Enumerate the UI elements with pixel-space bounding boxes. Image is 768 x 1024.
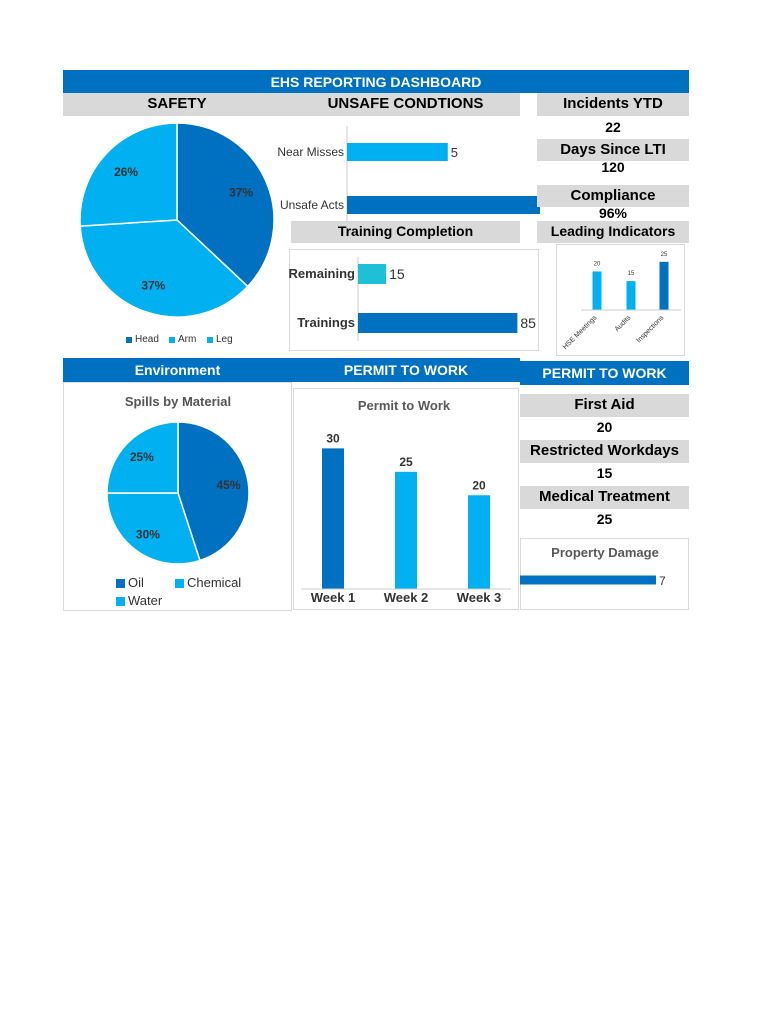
pie-label-leg: 26%	[114, 165, 138, 179]
training-chart-box	[289, 249, 539, 351]
category-label-week-2: Week 2	[384, 590, 429, 605]
restricted-workdays-header: Restricted Workdays	[520, 440, 689, 463]
data-label-week-1: 30	[326, 431, 340, 445]
pie-slice-leg	[79, 122, 178, 227]
data-label-week-2: 25	[399, 455, 413, 469]
bar-audits	[626, 281, 636, 310]
bar-near-misses	[347, 143, 448, 161]
legend-swatch-arm	[169, 337, 175, 343]
chart-title: Property Damage	[551, 545, 659, 560]
data-label-inspections: 25	[661, 252, 668, 258]
safety-header: SAFETY	[63, 93, 291, 116]
permit-to-work-header-right: PERMIT TO WORK	[520, 361, 689, 385]
bar-inspections	[659, 261, 669, 310]
data-label-audits: 15	[628, 271, 635, 277]
bar-remaining	[358, 264, 387, 284]
bar-trainings	[358, 313, 518, 333]
bar-week-3	[468, 495, 490, 589]
legend-label-chemical: Chemical	[187, 575, 241, 590]
legend-swatch-oil	[116, 579, 125, 588]
data-label-near-misses: 5	[451, 145, 458, 160]
leading-indicators-chart: 20 HSE Meetings 15 Audits 25 Inspections	[562, 252, 681, 351]
legend-label-leg: Leg	[216, 334, 233, 345]
data-label-remaining: 15	[389, 266, 405, 282]
restricted-workdays-value: 15	[596, 465, 613, 481]
data-label-week-3: 20	[472, 478, 486, 492]
legend-label-oil: Oil	[128, 575, 144, 590]
permit-to-work-chart: 30 Week 1 25 Week 2 20 Week 3 Permit to Work	[301, 398, 511, 605]
medical-treatment-value: 25	[596, 511, 613, 527]
data-label-hse-meetings: 20	[594, 261, 601, 267]
legend-label-arm: Arm	[178, 334, 196, 345]
pie-slice-water	[106, 421, 179, 494]
pie-label-head: 37%	[229, 185, 253, 199]
category-label-near-misses: Near Misses	[277, 145, 344, 159]
legend-swatch-chemical	[175, 579, 184, 588]
legend-swatch-water	[116, 597, 125, 606]
category-label-trainings: Trainings	[297, 315, 355, 330]
days-since-lti-value: 120	[601, 159, 625, 175]
legend-label-head: Head	[135, 334, 159, 345]
medical-treatment-header: Medical Treatment	[520, 486, 689, 509]
pie-label-arm: 37%	[141, 279, 165, 293]
category-label-week-1: Week 1	[311, 590, 356, 605]
unsafe-conditions-header: UNSAFE CONDTIONS	[291, 93, 520, 116]
pie-slice-chemical	[106, 492, 201, 565]
bar-week-2	[395, 471, 417, 589]
dashboard-title: EHS REPORTING DASHBOARD	[63, 70, 689, 93]
training-completion-chart: Remaining 15 Trainings 85	[289, 257, 536, 341]
data-label-trainings: 85	[520, 315, 536, 331]
days-since-lti-header: Days Since LTI	[537, 139, 689, 161]
pie-slice-arm	[79, 219, 249, 318]
bar-week-1	[322, 448, 344, 589]
permit-to-work-header: PERMIT TO WORK	[292, 358, 520, 382]
legend-swatch-head	[126, 337, 132, 343]
training-completion-header: Training Completion	[291, 221, 520, 243]
legend-swatch-leg	[207, 337, 213, 343]
data-label-value: 7	[659, 574, 666, 588]
compliance-value: 96%	[598, 205, 628, 221]
pie-label-oil: 45%	[216, 478, 240, 492]
category-label-unsafe-acts: Unsafe Acts	[280, 198, 344, 212]
incidents-ytd-header: Incidents YTD	[537, 93, 689, 116]
category-label-hse-meetings: HSE Meetings	[562, 314, 599, 351]
pie-slice-oil	[177, 421, 250, 562]
bar-unsafe-acts	[347, 196, 540, 214]
safety-pie-chart: 37% 37% 26% Head Arm Leg	[79, 122, 275, 345]
category-label-inspections: Inspections	[635, 314, 665, 344]
pie-label-chemical: 30%	[136, 527, 160, 541]
first-aid-value: 20	[596, 419, 613, 435]
chart-title: Spills by Material	[125, 394, 231, 409]
compliance-header: Compliance	[537, 185, 689, 207]
first-aid-header: First Aid	[520, 394, 689, 417]
environment-header: Environment	[63, 358, 292, 382]
incidents-ytd-value: 22	[605, 119, 621, 135]
bar-hse-meetings	[592, 271, 602, 310]
legend-label-water: Water	[128, 593, 163, 608]
property-damage-box	[520, 538, 689, 610]
category-label-remaining: Remaining	[289, 266, 355, 281]
leading-indicators-header: Leading Indicators	[537, 221, 689, 243]
spills-pie-chart: 45% 30% 25% Spills by Material Oil Chemical Wa…	[106, 394, 250, 608]
pie-label-water: 25%	[130, 450, 154, 464]
chart-title: Permit to Work	[358, 398, 451, 413]
bar-value	[520, 575, 656, 585]
category-label-week-3: Week 3	[457, 590, 502, 605]
pie-slice-head	[176, 122, 275, 288]
category-label-audits: Audits	[614, 314, 633, 333]
